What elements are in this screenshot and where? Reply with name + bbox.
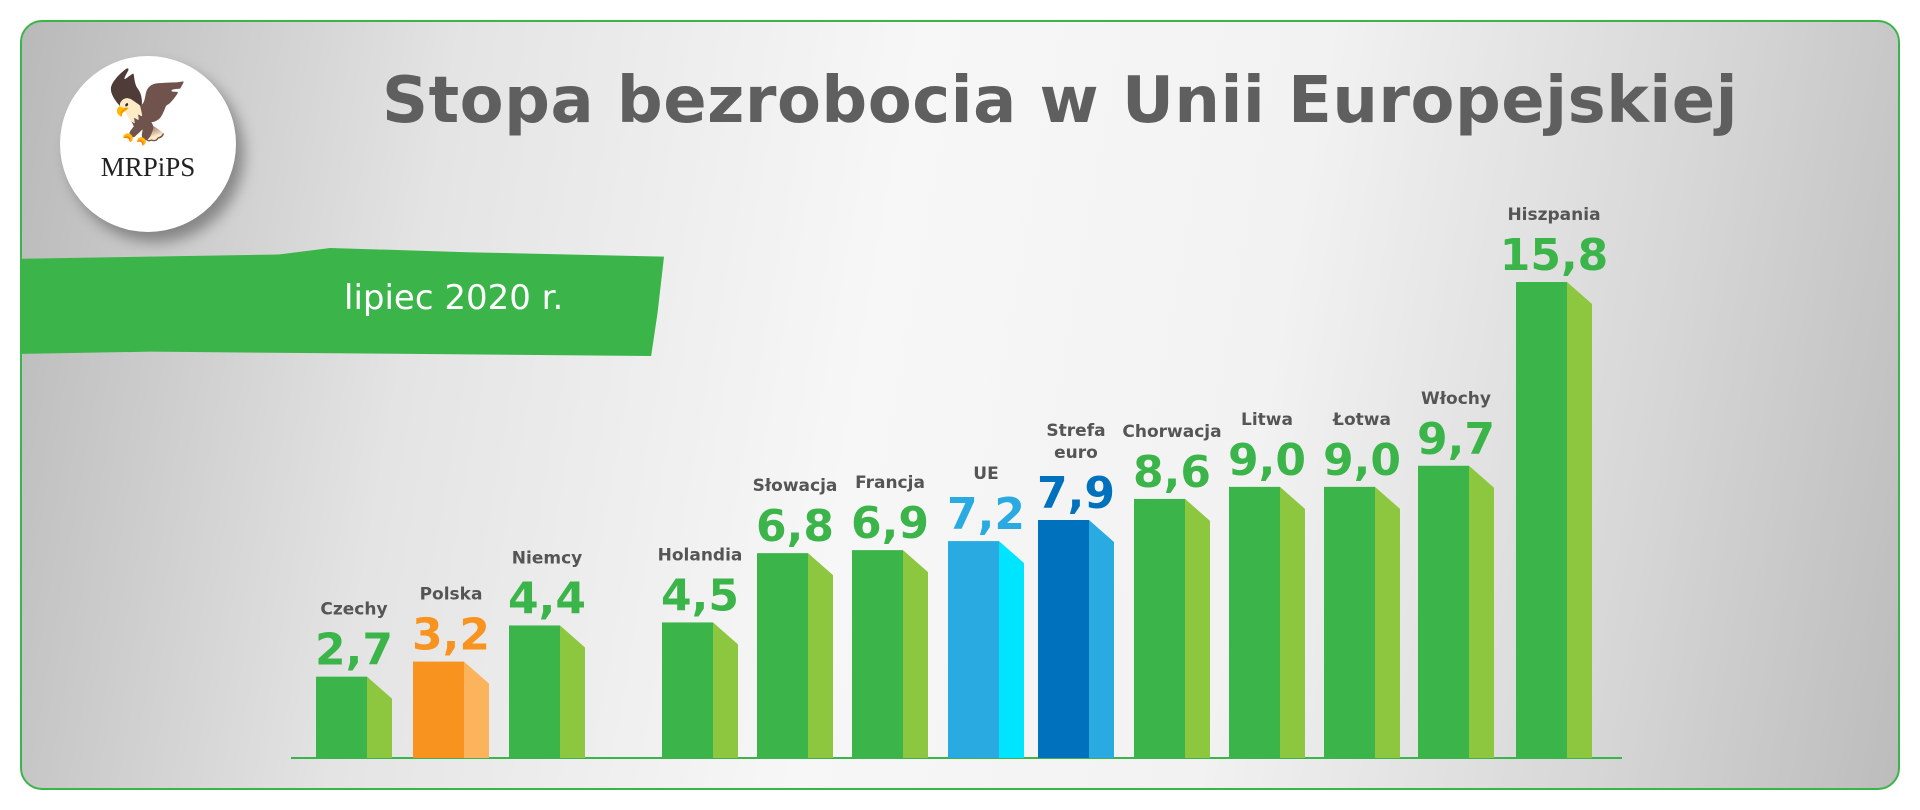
value-label: 4,4 [508,573,586,624]
value-label: 6,8 [756,501,834,552]
bar-side [1469,465,1494,758]
value-label: 8,6 [1133,447,1211,498]
category-label: UE [973,464,998,484]
category-label: Francja [855,473,925,493]
bar-side [1089,520,1114,758]
value-label: 7,9 [1037,468,1115,519]
bar-side [999,541,1024,758]
category-label: Włochy [1421,389,1491,409]
eagle-icon: 🦅 [104,66,192,148]
bar [1324,486,1375,758]
bar-side [560,625,585,758]
value-label: 4,5 [661,570,739,621]
bar [1516,282,1567,758]
category-label: Niemcy [512,548,582,568]
bar-side [1375,486,1400,758]
category-label: Strefa euro [1046,421,1105,463]
value-label: 6,9 [851,498,929,549]
bar [509,625,560,758]
value-label: 15,8 [1500,230,1609,281]
value-label: 9,0 [1323,435,1401,486]
logo: 🦅 MRPiPS [60,56,236,232]
bar-side [1185,498,1210,758]
bar [757,553,808,758]
bar-side [1567,282,1592,758]
bar [852,550,903,758]
category-label: Chorwacja [1122,422,1221,442]
value-label: 7,2 [947,489,1025,540]
bar [316,676,367,758]
bar [1418,465,1469,758]
value-label: 9,0 [1228,435,1306,486]
bar [948,541,999,758]
category-label: Czechy [320,600,387,620]
value-label: 2,7 [315,625,393,676]
bar-side [713,622,738,758]
bar-side [808,553,833,758]
bar-side [367,676,392,758]
category-label: Litwa [1241,410,1293,430]
category-label: Łotwa [1332,410,1391,430]
bar-side [464,661,489,758]
category-label: Holandia [658,545,743,565]
bar [1229,486,1280,758]
category-label: Polska [420,585,483,605]
category-label: Hiszpania [1507,205,1600,225]
bar [662,622,713,758]
category-label: Słowacja [753,476,838,496]
value-label: 9,7 [1417,414,1495,465]
bar-side [903,550,928,758]
page-title: Stopa bezrobocia w Unii Europejskiej [381,64,1739,138]
bar-side [1280,486,1305,758]
period-band: lipiec 2020 r. [22,248,664,356]
bar [1134,498,1185,758]
bar [1038,520,1089,758]
logo-text: MRPiPS [100,152,196,182]
period-label: lipiec 2020 r. [344,278,564,318]
bar [413,661,464,758]
value-label: 3,2 [412,610,490,661]
